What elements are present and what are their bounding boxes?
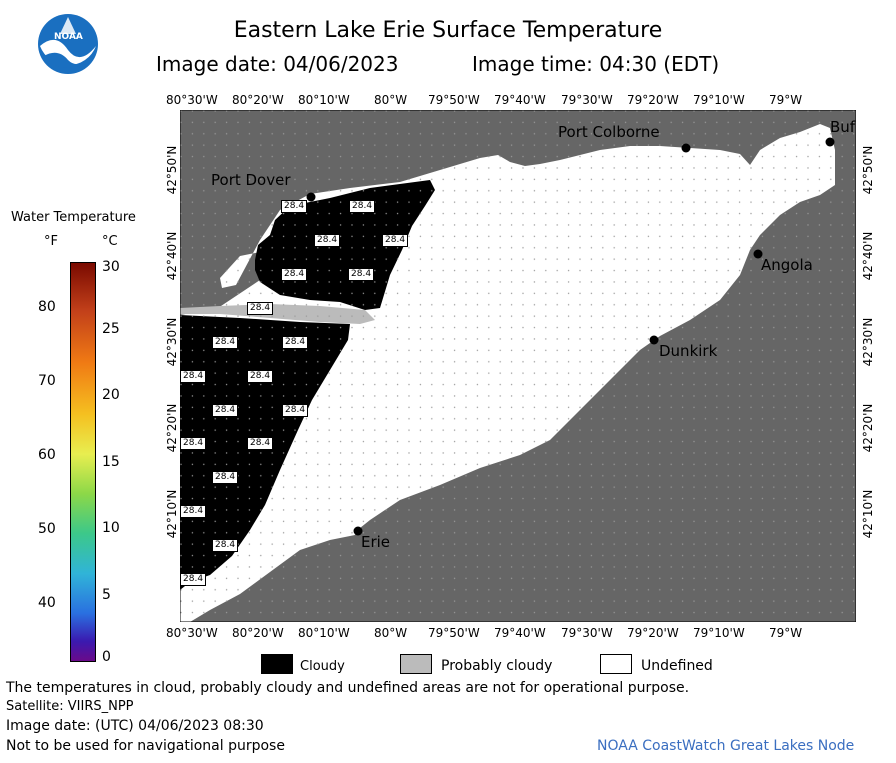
erie-label: Erie	[361, 533, 391, 551]
f-tick: 40	[38, 595, 56, 611]
lon-label: 79°10'W	[693, 93, 745, 107]
port-dover-marker	[306, 192, 316, 202]
lon-label: 79°W	[769, 93, 803, 107]
buffalo-label: Buf	[830, 118, 856, 136]
temp-label: 28.4	[314, 234, 341, 247]
lon-label: 79°40'W	[494, 626, 546, 640]
legend-cloudy-label: Cloudy	[300, 659, 345, 674]
lat-label: 42°20'N	[165, 403, 179, 453]
temp-label: 28.4	[282, 404, 309, 417]
page-title: Eastern Lake Erie Surface Temperature	[233, 18, 663, 43]
temp-label: 28.4	[212, 336, 239, 349]
lat-label: 42°50'N	[165, 145, 179, 195]
angola-marker	[753, 249, 763, 259]
lat-label: 42°50'N	[861, 145, 875, 195]
footer-satellite: Satellite: VIIRS_NPP	[6, 699, 134, 714]
image-date: Image date: 04/06/2023	[156, 52, 399, 76]
erie-marker	[353, 526, 363, 536]
c-tick: 15	[102, 454, 120, 470]
f-tick: 50	[38, 521, 56, 537]
temp-label: 28.4	[212, 404, 239, 417]
footer-note: The temperatures in cloud, probably clou…	[6, 680, 690, 696]
temp-label: 28.4	[247, 302, 274, 315]
lon-label: 80°10'W	[298, 93, 350, 107]
temp-label: 28.4	[247, 370, 274, 383]
lat-label: 42°30'N	[165, 317, 179, 367]
port-colborne-label: Port Colborne	[558, 123, 660, 141]
lon-label: 80°30'W	[166, 93, 218, 107]
c-tick: 30	[102, 259, 120, 275]
temp-label: 28.4	[281, 200, 308, 213]
lon-label: 80°W	[374, 93, 408, 107]
f-tick: 80	[38, 299, 56, 315]
lon-label: 80°30'W	[166, 626, 218, 640]
temp-label: 28.4	[180, 573, 207, 586]
temp-label: 28.4	[212, 471, 239, 484]
buffalo-marker	[825, 137, 835, 147]
temp-label: 28.4	[348, 268, 375, 281]
c-tick: 20	[102, 387, 120, 403]
lon-label: 79°30'W	[561, 93, 613, 107]
legend-undefined-swatch	[600, 654, 632, 674]
legend-cloudy-swatch	[261, 654, 293, 674]
footer-nav-warning: Not to be used for navigational purpose	[6, 738, 285, 754]
legend-probably-cloudy-swatch	[400, 654, 432, 674]
c-tick: 5	[102, 587, 111, 603]
lon-label: 80°10'W	[298, 626, 350, 640]
temp-label: 28.4	[382, 234, 409, 247]
dunkirk-label: Dunkirk	[659, 342, 718, 360]
f-tick: 70	[38, 373, 56, 389]
c-tick: 0	[102, 649, 111, 665]
temp-label: 28.4	[349, 200, 376, 213]
lon-label: 79°W	[769, 626, 803, 640]
legend-undefined-label: Undefined	[641, 658, 713, 674]
lon-label: 79°20'W	[627, 93, 679, 107]
temp-label: 28.4	[212, 539, 239, 552]
noaa-logo-text: NOAA	[54, 32, 83, 42]
lon-label: 80°20'W	[232, 626, 284, 640]
lat-label: 42°20'N	[861, 403, 875, 453]
lon-label: 79°30'W	[561, 626, 613, 640]
footer-utc-date: Image date: (UTC) 04/06/2023 08:30	[6, 718, 264, 734]
lon-label: 80°20'W	[232, 93, 284, 107]
lon-label: 79°40'W	[494, 93, 546, 107]
colorbar-unit-f: °F	[44, 234, 58, 249]
legend-probably-cloudy-label: Probably cloudy	[441, 658, 553, 674]
angola-label: Angola	[761, 256, 813, 274]
image-time: Image time: 04:30 (EDT)	[472, 52, 720, 76]
lon-label: 79°50'W	[428, 93, 480, 107]
lat-label: 42°10'N	[861, 489, 875, 539]
lat-label: 42°40'N	[861, 231, 875, 281]
temp-label: 28.4	[180, 437, 207, 450]
colorbar-unit-c: °C	[102, 234, 118, 249]
c-tick: 10	[102, 520, 120, 536]
dunkirk-marker	[649, 335, 659, 345]
temp-label: 28.4	[247, 437, 274, 450]
lon-label: 80°W	[374, 626, 408, 640]
colorbar	[70, 262, 96, 662]
f-tick: 60	[38, 447, 56, 463]
temp-label: 28.4	[180, 370, 207, 383]
temp-label: 28.4	[282, 336, 309, 349]
colorbar-title: Water Temperature	[11, 210, 136, 225]
temp-label: 28.4	[180, 505, 207, 518]
port-dover-label: Port Dover	[211, 171, 291, 189]
noaa-logo: NOAA	[36, 12, 100, 76]
lat-label: 42°10'N	[165, 489, 179, 539]
lon-label: 79°50'W	[428, 626, 480, 640]
port-colborne-marker	[681, 143, 691, 153]
c-tick: 25	[102, 321, 120, 337]
footer-credit: NOAA CoastWatch Great Lakes Node	[597, 738, 855, 754]
lat-label: 42°40'N	[165, 231, 179, 281]
lon-label: 79°20'W	[627, 626, 679, 640]
lat-label: 42°30'N	[861, 317, 875, 367]
temp-label: 28.4	[281, 268, 308, 281]
lon-label: 79°10'W	[693, 626, 745, 640]
